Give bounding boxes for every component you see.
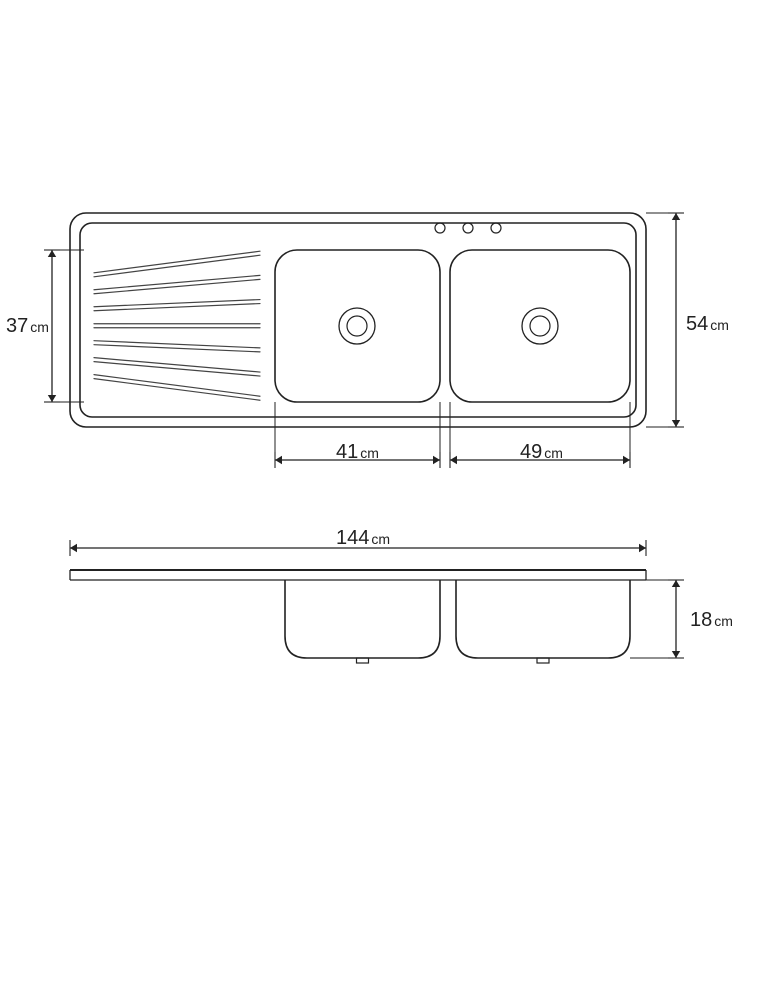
dim-37cm: 37cm (6, 250, 60, 402)
dim-49cm: 49cm (450, 441, 630, 468)
svg-text:37cm: 37cm (6, 315, 49, 337)
drainboard-groove (94, 275, 260, 293)
dim-54cm: 54cm (668, 213, 729, 427)
svg-text:18cm: 18cm (690, 609, 733, 631)
svg-text:54cm: 54cm (686, 313, 729, 335)
basin-profile-2 (456, 580, 630, 658)
basin-left (275, 250, 440, 402)
dim-144cm: 144cm (70, 527, 646, 556)
drainboard-groove (94, 341, 260, 352)
top-view: 37cm 54cm 41cm 49cm (6, 213, 729, 468)
drainboard-groove (94, 375, 260, 401)
faucet-hole (491, 223, 501, 233)
drainboard-groove (94, 324, 260, 328)
drainboard-groove (94, 300, 260, 311)
drainboard-groove (94, 358, 260, 376)
svg-text:49cm: 49cm (520, 441, 563, 463)
faucet-hole (463, 223, 473, 233)
basin-right (450, 250, 630, 402)
svg-text:41cm: 41cm (336, 441, 379, 463)
basin-profile-1 (285, 580, 440, 658)
drainboard-groove (94, 251, 260, 277)
svg-text:144cm: 144cm (336, 527, 390, 549)
diagram-stage: 37cm 54cm 41cm 49cm 144cm 18cm (0, 0, 774, 1000)
dim-41cm: 41cm (275, 441, 440, 468)
dim-18cm: 18cm (668, 580, 733, 658)
side-view: 144cm 18cm (70, 527, 733, 663)
faucet-hole (435, 223, 445, 233)
sink-dimension-diagram: 37cm 54cm 41cm 49cm 144cm 18cm (0, 0, 774, 1000)
